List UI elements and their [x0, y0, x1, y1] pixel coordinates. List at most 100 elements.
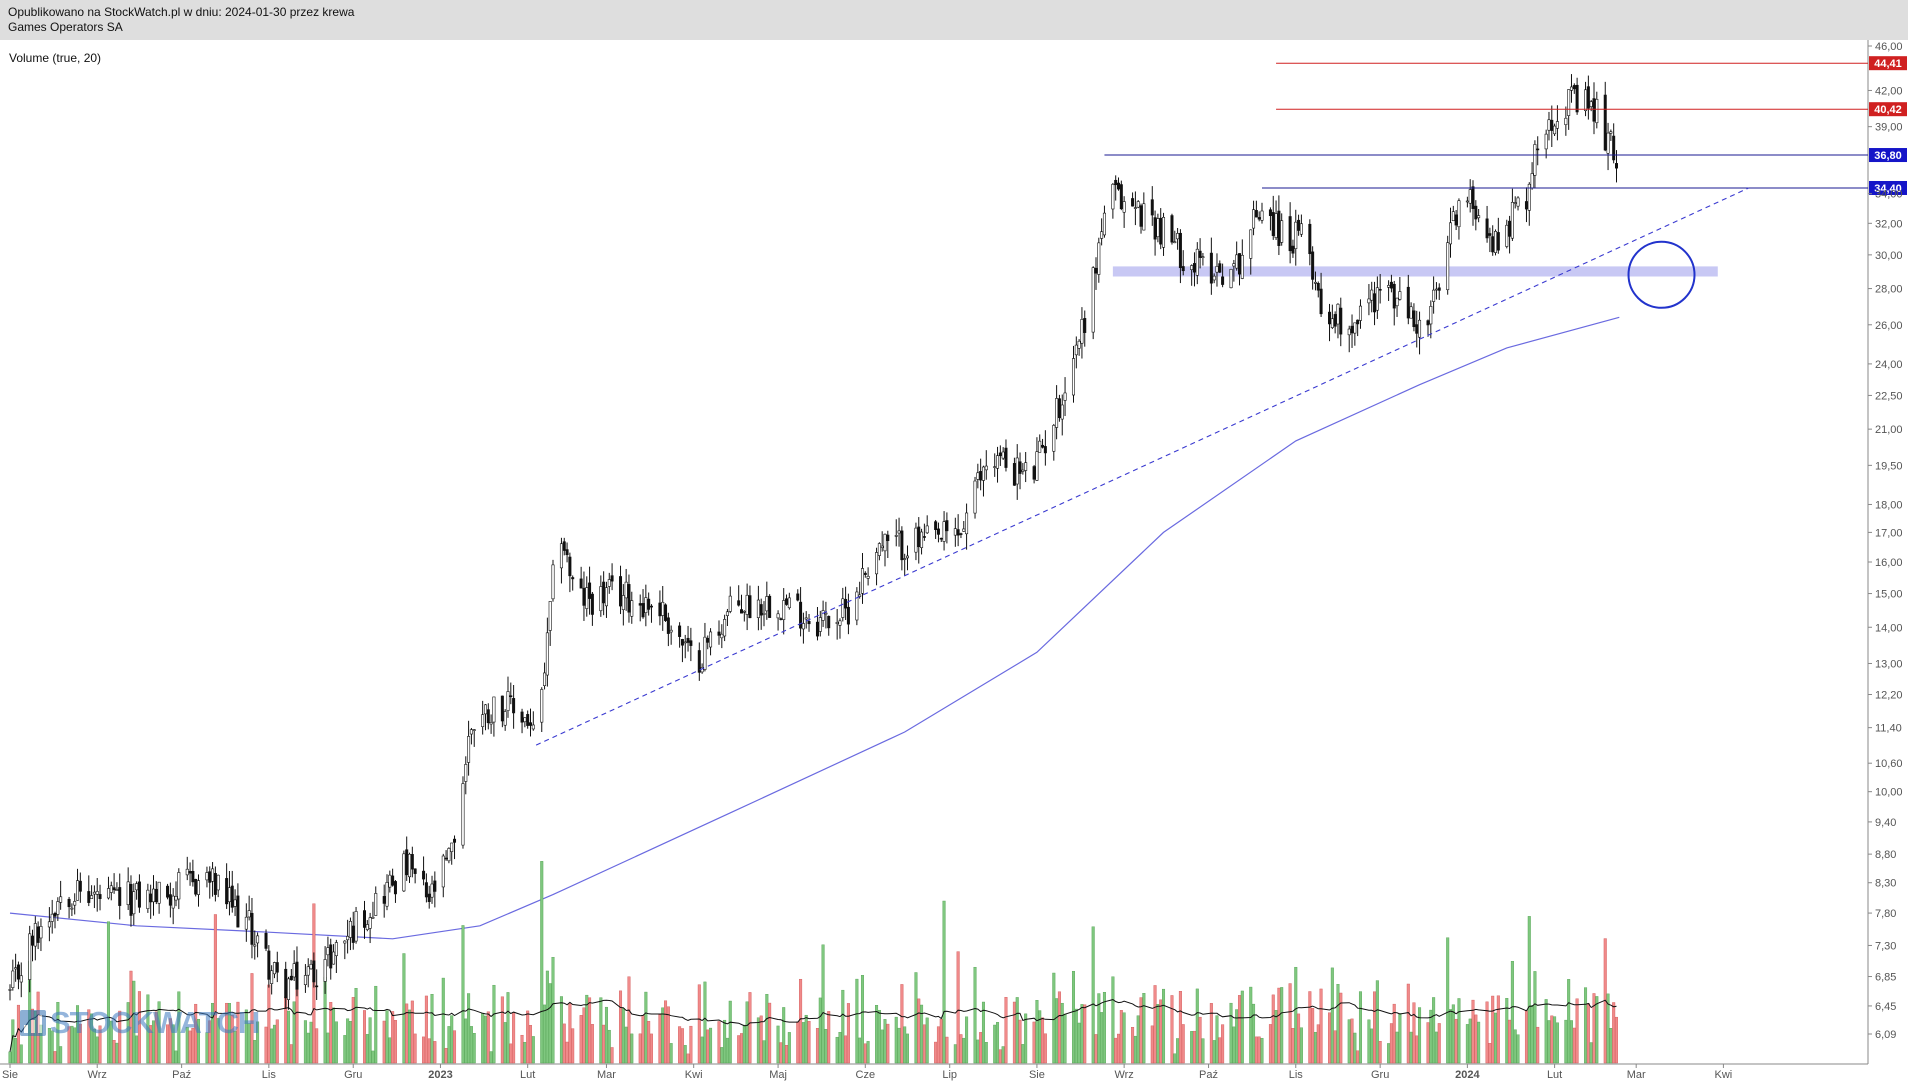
- candle: [599, 575, 603, 617]
- candle-body: [1319, 288, 1323, 315]
- candle: [785, 594, 789, 606]
- candle-body: [1336, 303, 1340, 325]
- time-tick-label: Lis: [262, 1069, 277, 1081]
- candle: [804, 611, 808, 629]
- candle-body: [1136, 201, 1140, 208]
- candle-body: [112, 887, 116, 891]
- candle-body: [1195, 248, 1199, 276]
- volume-bar: [1080, 1004, 1084, 1064]
- candle: [1350, 314, 1354, 348]
- candle: [1173, 230, 1177, 244]
- candle-body: [579, 578, 583, 589]
- volume-bar: [756, 1017, 760, 1064]
- volume-bar: [326, 1032, 330, 1064]
- candle: [1114, 175, 1118, 201]
- candle: [47, 907, 51, 942]
- candle-body: [1567, 89, 1571, 116]
- volume-bar: [1052, 972, 1056, 1064]
- candle: [976, 463, 980, 489]
- candle: [765, 581, 769, 620]
- candle: [1547, 111, 1551, 141]
- volume-bar: [1035, 1000, 1039, 1064]
- volume-bar: [1277, 987, 1281, 1064]
- candle: [315, 969, 319, 1001]
- volume-bar: [225, 1002, 229, 1064]
- candle: [1474, 200, 1478, 231]
- candle-body: [1097, 242, 1101, 275]
- candle: [154, 881, 158, 905]
- candle-body: [230, 885, 234, 908]
- volume-bar: [838, 1032, 842, 1064]
- price-badge-label: 36,80: [1874, 150, 1902, 162]
- candle: [894, 519, 898, 547]
- candle-body: [393, 881, 397, 895]
- candle: [1449, 207, 1453, 258]
- volume-bar: [489, 1051, 493, 1064]
- candle: [1150, 186, 1154, 226]
- volume-bar: [19, 1044, 23, 1064]
- candle: [1240, 239, 1244, 280]
- candle: [39, 918, 43, 952]
- candle-body: [1446, 242, 1450, 291]
- volume-bar: [371, 1050, 375, 1064]
- candle-body: [1170, 215, 1174, 243]
- volume-bar: [233, 1030, 237, 1064]
- candle: [1513, 196, 1517, 209]
- candle-body: [1111, 183, 1115, 210]
- candle-body: [1429, 306, 1433, 325]
- candle: [334, 939, 338, 974]
- candle: [998, 445, 1002, 466]
- candle-body: [588, 582, 592, 599]
- volume-bar: [1119, 1010, 1123, 1064]
- candle-body: [312, 960, 316, 983]
- time-tick-label: Mar: [1627, 1069, 1646, 1081]
- candle-body: [1395, 297, 1399, 307]
- volume-bar: [287, 1010, 291, 1064]
- candle-body: [1471, 186, 1475, 209]
- volume-bar: [776, 1025, 780, 1064]
- candle-body: [1553, 125, 1557, 135]
- volume-bar: [354, 988, 358, 1064]
- candle-body: [644, 597, 648, 613]
- candle-body: [886, 534, 890, 541]
- price-tick-label: 15,00: [1875, 589, 1903, 601]
- candle-body: [489, 722, 493, 725]
- volume-bar: [799, 978, 803, 1064]
- volume-bar: [50, 1030, 54, 1064]
- candle-body: [1091, 267, 1095, 333]
- candle-body: [506, 691, 510, 711]
- candle: [683, 634, 687, 659]
- volume-bar: [782, 1007, 786, 1064]
- candle: [807, 613, 811, 632]
- candles: [8, 74, 1618, 1010]
- volume-bar: [1330, 967, 1334, 1064]
- candle-body: [877, 543, 881, 556]
- candle: [779, 617, 783, 621]
- candle-body: [565, 549, 569, 556]
- volume-bar: [571, 1028, 575, 1064]
- candle: [900, 526, 904, 571]
- candle-body: [1181, 266, 1185, 272]
- candle: [371, 901, 375, 919]
- candle-body: [1592, 98, 1596, 122]
- volume-bar: [1274, 1010, 1278, 1064]
- volume-bar: [1398, 1013, 1402, 1064]
- candle-body: [115, 889, 119, 891]
- candle: [1550, 105, 1554, 147]
- candle: [1077, 339, 1081, 356]
- candle-body: [1260, 210, 1264, 221]
- candle-body: [1392, 283, 1396, 309]
- candle-body: [717, 631, 721, 636]
- price-tick-label: 18,00: [1875, 499, 1903, 511]
- candle-body: [1173, 241, 1177, 244]
- volume-bar: [405, 1003, 409, 1064]
- candle: [132, 883, 136, 926]
- candle: [8, 984, 12, 1001]
- candle: [1102, 205, 1106, 238]
- candle-body: [630, 600, 634, 617]
- candle: [1465, 196, 1469, 208]
- volume-bar: [194, 1003, 198, 1064]
- candle-body: [981, 466, 985, 481]
- volume-bar: [334, 1021, 338, 1064]
